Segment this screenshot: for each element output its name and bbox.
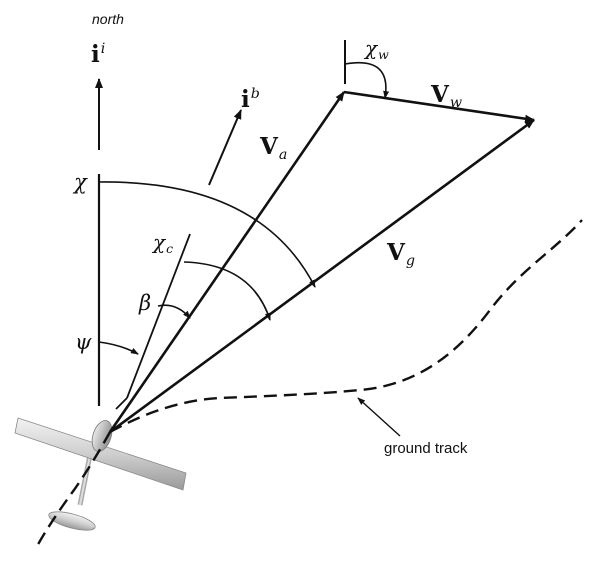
body-axis-arrow (208, 109, 242, 186)
groundspeed-vector (109, 118, 535, 434)
commanded-course-arc (183, 261, 271, 321)
ground-track-pointer (357, 397, 401, 437)
wind-vector (343, 90, 535, 123)
airspeed-vector (108, 91, 346, 433)
heading-angle-label: ψ (75, 330, 92, 354)
ground-track-label: ground track (384, 440, 468, 457)
body-axis-label: ib (241, 86, 260, 113)
aircraft-icon (14, 417, 187, 531)
sideslip-label: β (139, 291, 152, 315)
commanded-course-label: χc (153, 230, 174, 257)
heading-angle-arc (98, 341, 139, 355)
wind-direction-arc (344, 62, 390, 99)
airspeed-vector-label: Va (260, 133, 288, 163)
groundspeed-vector-label: Vg (387, 239, 415, 269)
ground-track-path (109, 219, 583, 434)
course-angle-label: χ (74, 170, 87, 194)
sideslip-arc (157, 304, 191, 319)
wind-direction-label: χw (365, 36, 389, 63)
course-angle-arc (98, 181, 316, 288)
wind-vector-label: Vw (431, 81, 463, 111)
north-label: north (92, 11, 124, 27)
ground-track-path-past (34, 431, 112, 549)
course-command-line (126, 233, 191, 399)
inertial-axis-label: ii (91, 41, 106, 68)
heading-line (115, 397, 128, 410)
